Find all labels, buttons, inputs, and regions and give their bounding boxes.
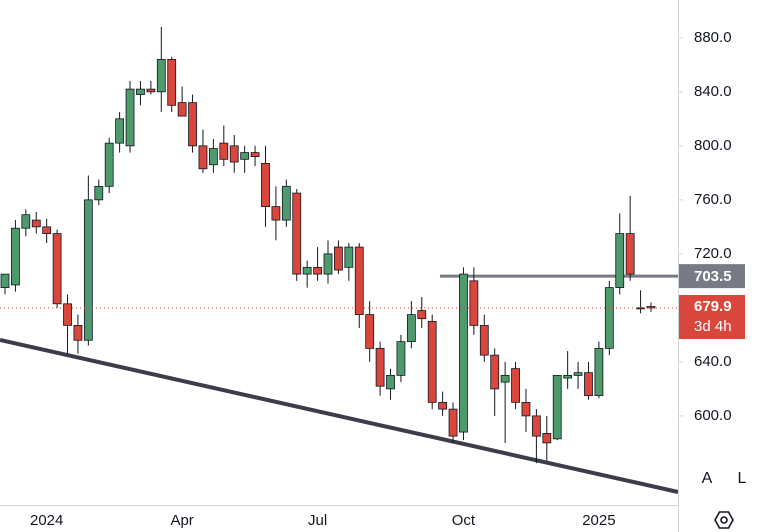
candle-body: [208, 148, 218, 166]
candle-body: [167, 59, 177, 106]
candle-body: [511, 368, 520, 403]
x-tick-label: Jul: [308, 512, 327, 529]
x-tick-label: Oct: [452, 512, 476, 529]
candle-body: [0, 273, 10, 289]
candle-body: [615, 233, 625, 289]
candle-body: [104, 142, 114, 187]
candle-body: [406, 314, 416, 343]
y-tick-label: 600.0: [694, 407, 732, 424]
candle-body: [469, 280, 479, 326]
candle-body: [94, 185, 104, 201]
candle-body: [573, 372, 583, 376]
y-tick-label: 760.0: [694, 191, 732, 208]
last-price-label-bg: [679, 294, 745, 339]
candle-body: [354, 246, 364, 316]
candle-body: [281, 185, 291, 221]
candle-body: [229, 145, 239, 163]
y-tick-label: 640.0: [694, 353, 732, 370]
candle-body: [52, 233, 62, 305]
candle-body: [219, 142, 229, 160]
candle-body: [625, 233, 635, 275]
settings-icon: [714, 511, 734, 529]
candle-body: [490, 354, 500, 390]
hline-label: 703.5: [694, 268, 732, 285]
candle-body: [563, 374, 573, 379]
candle-body: [344, 246, 354, 268]
settings-icon-center: [720, 516, 728, 524]
candle-body: [479, 325, 489, 356]
candle-body: [302, 266, 312, 275]
candle-body: [365, 314, 375, 349]
candle-body: [459, 273, 468, 433]
candle-body: [427, 320, 437, 403]
candle-body: [375, 347, 385, 387]
hline-label-bg: [679, 264, 745, 289]
y-tick-label: 800.0: [694, 137, 732, 154]
candle-body: [115, 118, 125, 144]
scale-button[interactable]: A: [702, 470, 713, 487]
candle-body: [11, 227, 20, 286]
candle-body: [386, 374, 395, 390]
x-tick-label: 2024: [30, 512, 63, 529]
candle-body: [521, 401, 531, 417]
candle-body: [584, 372, 593, 397]
x-tick-label: 2025: [582, 512, 615, 529]
candle-body: [198, 145, 208, 170]
candle-body: [250, 152, 260, 158]
y-tick-label: 720.0: [694, 245, 732, 262]
x-tick-label: Apr: [170, 512, 193, 529]
candle-body: [188, 102, 197, 147]
candle-body: [261, 162, 270, 207]
candle-body: [417, 310, 427, 320]
candle-body: [531, 415, 541, 437]
candle-body: [500, 374, 510, 383]
candle-body: [542, 433, 552, 444]
candle-body: [73, 325, 83, 341]
candle-body: [604, 287, 614, 349]
candle-body: [646, 306, 656, 309]
candle-body: [125, 88, 135, 147]
candle-body: [136, 88, 145, 95]
candle-body: [42, 226, 52, 234]
candle-body: [146, 88, 156, 93]
candle-body: [31, 219, 41, 228]
candle-body: [396, 341, 406, 376]
candle-body: [63, 303, 72, 326]
candle-body: [240, 152, 250, 160]
candle-body: [292, 192, 302, 275]
y-tick-label: 840.0: [694, 83, 732, 100]
y-tick-label: 880.0: [694, 29, 732, 46]
trend-line: [0, 338, 679, 494]
candle-body: [334, 246, 343, 271]
candle-body: [83, 199, 93, 341]
candle-body: [271, 206, 281, 221]
candle-body: [594, 347, 604, 397]
candle-body: [177, 102, 187, 117]
candle-body: [313, 266, 322, 275]
scale-button[interactable]: L: [738, 470, 747, 487]
settings-button[interactable]: [714, 511, 734, 529]
last-price-label: 679.9: [694, 298, 732, 315]
candle-body: [552, 374, 562, 440]
candle-body: [323, 253, 333, 275]
candle-body: [438, 401, 448, 410]
candle-body: [156, 59, 166, 93]
countdown-label: 3d 4h: [694, 318, 732, 335]
candle-body: [448, 408, 458, 437]
candle-body: [21, 214, 31, 229]
